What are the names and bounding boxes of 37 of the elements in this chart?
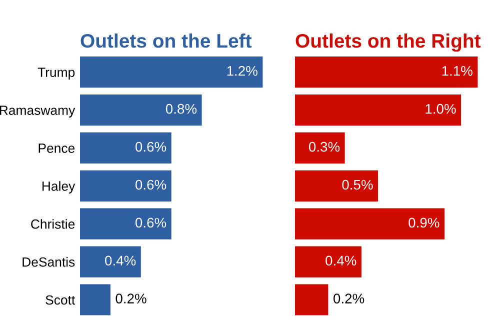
data-label: 0.4% <box>105 256 136 266</box>
bar <box>80 170 172 202</box>
bar <box>295 208 444 240</box>
bar <box>295 170 378 202</box>
chart-title: Outlets on the Right <box>296 33 481 52</box>
y-tick-label: Scott <box>46 295 76 305</box>
data-label: 0.3% <box>308 142 340 152</box>
data-label: 0.5% <box>342 180 373 190</box>
bar <box>80 132 172 164</box>
y-tick-label: DeSantis <box>22 257 75 267</box>
y-tick-label: Trump <box>38 68 75 80</box>
data-label: 0.6% <box>135 180 166 190</box>
data-label: 0.9% <box>408 218 440 228</box>
data-label: 0.6% <box>135 142 166 152</box>
bar <box>295 94 462 126</box>
data-label: 1.0% <box>426 104 456 114</box>
bar <box>80 284 110 316</box>
data-label: 0.2% <box>116 294 146 304</box>
data-label: 1.2% <box>227 66 258 76</box>
y-tick-label: Pence <box>38 144 75 153</box>
bar <box>80 94 202 126</box>
bar <box>80 56 263 88</box>
bar <box>80 246 141 278</box>
data-label: 0.8% <box>166 104 197 114</box>
y-tick-label: Christie <box>31 219 75 229</box>
chart-title: Outlets on the Left <box>80 33 252 48</box>
y-tick-label: Haley <box>42 181 76 194</box>
bar <box>295 132 345 164</box>
data-label: 1.1% <box>442 66 472 76</box>
data-label: 0.6% <box>135 218 166 228</box>
bar <box>295 284 328 316</box>
bar <box>80 208 172 240</box>
y-tick-label: Ramaswamy <box>0 106 76 118</box>
data-label: 0.4% <box>326 256 356 266</box>
data-label: 0.2% <box>334 294 364 304</box>
bar <box>295 56 478 88</box>
bar <box>295 246 362 278</box>
